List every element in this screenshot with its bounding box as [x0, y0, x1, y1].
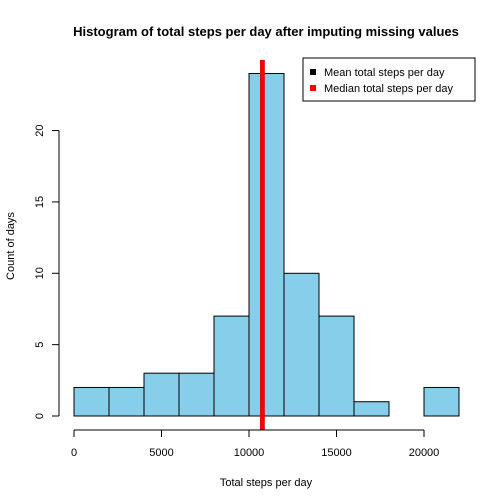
legend: Mean total steps per day Median total ste…: [302, 57, 476, 102]
y-tick-label: 15: [34, 196, 46, 208]
chart-title: Histogram of total steps per day after i…: [73, 24, 459, 39]
x-axis-label: Total steps per day: [220, 477, 313, 489]
histogram-bar-2: [143, 372, 180, 417]
y-axis: 0 5 10 15 20: [34, 124, 60, 419]
histogram-bar-1: [108, 386, 145, 417]
legend-label-0: Mean total steps per day: [324, 67, 445, 79]
legend-swatch-0: [310, 69, 316, 75]
histogram-bar-4: [213, 315, 250, 417]
histogram-bar-7: [318, 315, 355, 417]
x-axis: 0 5000 10000 15000 20000: [71, 429, 440, 459]
x-tick-label: 10000: [234, 447, 265, 459]
y-axis-label: Count of days: [5, 212, 17, 280]
histogram-bar-6: [283, 272, 320, 417]
histogram-bar-5: [248, 73, 285, 417]
y-tick-label: 0: [34, 413, 46, 419]
x-tick-label: 20000: [409, 447, 440, 459]
x-tick-label: 5000: [149, 447, 173, 459]
legend-box: [302, 57, 476, 102]
histogram-bar-0: [73, 386, 110, 417]
x-tick-label: 0: [71, 447, 77, 459]
legend-swatch-1: [310, 85, 316, 91]
legend-label-1: Median total steps per day: [324, 83, 454, 95]
y-tick-label: 10: [34, 267, 46, 279]
histogram-bar-8: [353, 401, 390, 417]
histogram-bar-3: [178, 372, 215, 417]
y-tick-label: 5: [34, 342, 46, 348]
x-tick-label: 15000: [321, 447, 352, 459]
y-tick-label: 20: [34, 124, 46, 136]
bars-group: [73, 73, 460, 417]
histogram-bar-10: [423, 386, 460, 417]
